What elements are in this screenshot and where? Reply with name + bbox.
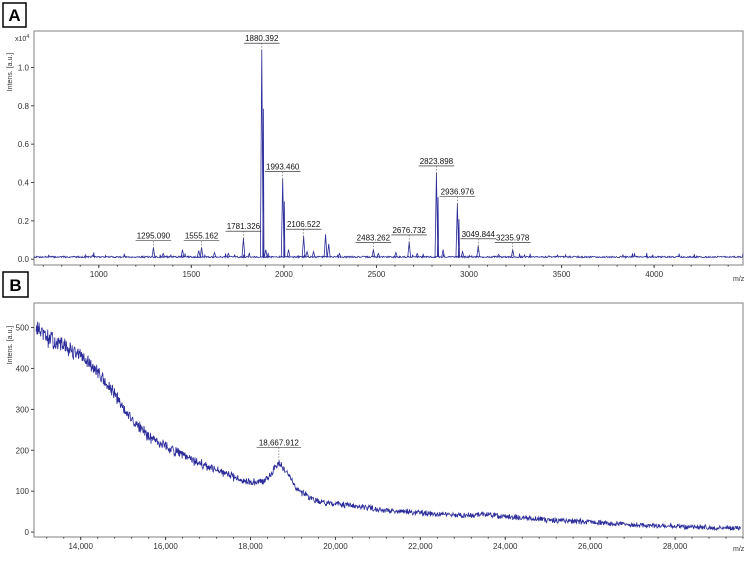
- panel-a-x-axis-title: m/z: [733, 276, 745, 283]
- peak-label-group: 2676.732: [391, 226, 427, 248]
- y-tick-label: 300: [16, 405, 30, 414]
- y-tick-label: 100: [16, 487, 30, 496]
- panel-b-x-axis-title: m/z: [733, 546, 745, 553]
- y-tick-label: 0.8: [18, 102, 30, 111]
- peak-label-group: 1993.460: [264, 163, 301, 185]
- peak-label: 18,667.912: [259, 438, 300, 447]
- panel-b-y-axis-title: Intens. [a.u.]: [7, 326, 14, 365]
- panel-a-plot-frame: [33, 30, 744, 266]
- peak-label-group: 2936.976: [439, 188, 476, 210]
- panel-a-label: A: [8, 6, 20, 25]
- peak-label-group: 2823.898: [418, 157, 455, 179]
- x-tick-label: 2500: [368, 270, 386, 279]
- y-tick-label: 0: [25, 528, 30, 537]
- x-tick-label: 3500: [553, 270, 571, 279]
- panel-a: A Intens. [a.u.] x104 m/z 1000 1500 2000 25…: [2, 2, 745, 283]
- panel-b-plot-frame: [33, 302, 744, 538]
- panel-b-axes: 14,000 16,000 18,000 20,000 22,000 24,000 26,0…: [16, 324, 744, 551]
- x-tick-label: 3000: [460, 270, 478, 279]
- panel-b-spectrum-line: [35, 321, 742, 532]
- y-tick-label: 0.0: [18, 255, 30, 264]
- peak-label: 2823.898: [420, 157, 454, 166]
- panel-a-y-axis-title: Intens. [a.u.]: [7, 53, 14, 92]
- panel-a-axes: 1000 1500 2000 2500 3000 3500 4000 0.0 0.2 0.4 0.6…: [18, 63, 729, 279]
- panel-a-y-multiplier-exp: 4: [26, 34, 29, 40]
- y-tick-label: 0.4: [18, 179, 30, 188]
- panel-a-peak-labels: 1295.090 1555.162 1781.326 1880.392 1993.460…: [135, 34, 531, 256]
- peak-label-group: 3049.844: [460, 230, 497, 252]
- peak-label: 2106.522: [287, 220, 321, 229]
- panel-a-label-box: [2, 2, 27, 28]
- peak-label: 1993.460: [266, 163, 300, 172]
- peak-label: 3235.978: [496, 234, 530, 243]
- peak-label: 1295.090: [137, 232, 171, 241]
- y-tick-label: 500: [16, 324, 30, 333]
- x-tick-label: 1000: [90, 270, 108, 279]
- panel-b-peak-labels: 18,667.912: [256, 438, 302, 461]
- panel-b-label: B: [9, 276, 21, 295]
- x-tick-label: 24,000: [493, 542, 518, 551]
- peak-label: 2483.262: [357, 234, 391, 243]
- x-tick-label: 22,000: [408, 542, 433, 551]
- peak-label: 2676.732: [392, 226, 426, 235]
- panel-b-label-box: [2, 271, 29, 298]
- peak-label-group: 1555.162: [183, 232, 220, 254]
- x-tick-label: 14,000: [68, 542, 93, 551]
- y-tick-label: 200: [16, 446, 30, 455]
- peak-label: 1880.392: [245, 34, 279, 43]
- peak-label-group: 1880.392: [243, 34, 280, 57]
- peak-label: 1555.162: [185, 232, 219, 241]
- peak-label: 3049.844: [462, 230, 496, 239]
- y-tick-label: 0.6: [18, 140, 30, 149]
- peak-label-group: 2106.522: [285, 220, 322, 243]
- x-tick-label: 28,000: [663, 542, 688, 551]
- peak-label-group: 3235.978: [494, 234, 531, 256]
- x-tick-label: 4000: [645, 270, 663, 279]
- peak-label-group: 2483.262: [355, 234, 392, 256]
- y-tick-label: 0.2: [18, 217, 30, 226]
- peak-label-group: 1295.090: [135, 232, 172, 254]
- panel-a-spectrum-line: [33, 50, 744, 260]
- peak-label-group: 18,667.912: [256, 438, 302, 461]
- peak-label: 2936.976: [441, 188, 475, 197]
- y-tick-label: 1.0: [18, 63, 30, 72]
- x-tick-label: 2000: [275, 270, 293, 279]
- panel-b: B Intens. [a.u.] m/z 14,000 16,000 18,000 2…: [2, 271, 745, 553]
- panel-a-y-multiplier-base: x10: [15, 36, 26, 43]
- x-tick-label: 20,000: [323, 542, 348, 551]
- x-tick-label: 1500: [182, 270, 200, 279]
- y-tick-label: 400: [16, 364, 30, 373]
- x-tick-label: 16,000: [153, 542, 178, 551]
- x-tick-label: 18,000: [238, 542, 263, 551]
- panel-a-y-multiplier: x104: [15, 34, 29, 43]
- peak-label: 1781.326: [227, 222, 261, 231]
- x-tick-label: 26,000: [578, 542, 603, 551]
- peak-label-group: 1781.326: [225, 222, 262, 245]
